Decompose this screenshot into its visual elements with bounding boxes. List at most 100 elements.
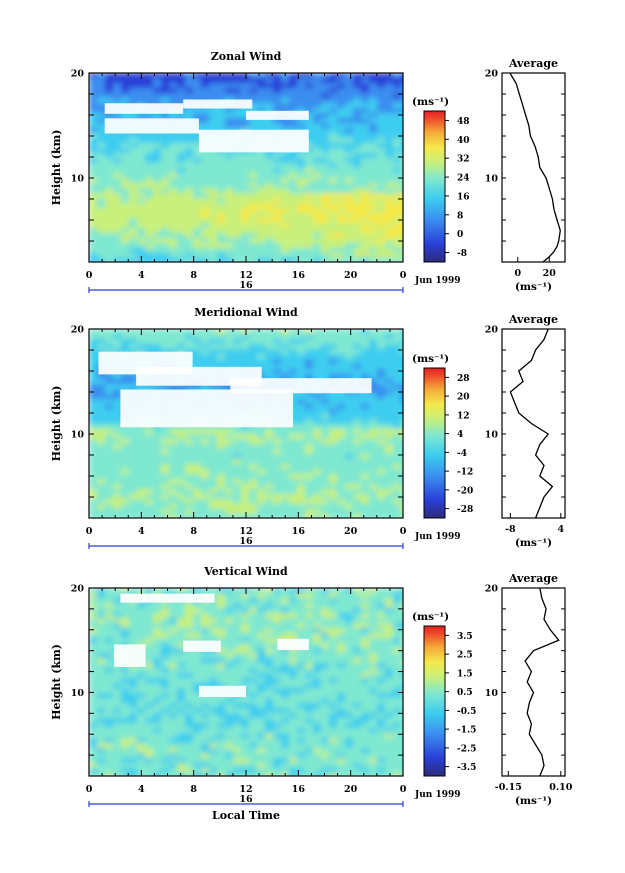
heatmap-cell — [185, 73, 194, 79]
heatmap-cell — [137, 223, 146, 229]
heatmap-cell — [369, 349, 378, 355]
heatmap-cell — [273, 178, 282, 184]
heatmap-cell — [401, 344, 403, 350]
heatmap-cell — [329, 698, 338, 704]
heatmap-cell — [161, 243, 170, 249]
heatmap-cell — [97, 768, 106, 774]
heatmap-cell — [297, 364, 306, 370]
heatmap-cell — [201, 258, 210, 262]
heatmap-cell — [361, 449, 370, 455]
heatmap-cell — [201, 474, 210, 480]
heatmap-cell — [177, 663, 186, 669]
heatmap-cell — [289, 193, 298, 199]
heatmap-cell — [265, 238, 274, 244]
heatmap-cell — [305, 469, 314, 475]
heatmap-cell — [201, 329, 210, 335]
heatmap-cell — [169, 693, 178, 699]
heatmap-cell — [225, 623, 234, 629]
heatmap-cell — [217, 248, 226, 254]
heatmap-cell — [161, 153, 170, 159]
heatmap-cell — [305, 243, 314, 249]
heatmap-cell — [305, 464, 314, 470]
heatmap-cell — [249, 504, 258, 510]
heatmap-cell — [369, 98, 378, 104]
heatmap-cell — [385, 248, 394, 254]
heatmap-cell — [105, 683, 114, 689]
heatmap-cell — [265, 344, 274, 350]
heatmap-cell — [169, 768, 178, 774]
heatmap-cell — [297, 98, 306, 104]
heatmap-cell — [241, 238, 250, 244]
heatmap-cell — [225, 253, 234, 259]
heatmap-cell — [321, 758, 330, 764]
heatmap-cell — [249, 118, 258, 124]
heatmap-cell — [121, 763, 130, 769]
heatmap-cell — [161, 228, 170, 234]
heatmap-cell — [169, 663, 178, 669]
heatmap-cell — [193, 698, 202, 704]
x-tick-label: 0 — [400, 270, 407, 281]
heatmap-cell — [225, 258, 234, 262]
heatmap-cell — [249, 198, 258, 204]
heatmap-cell — [329, 419, 338, 425]
heatmap-cell — [289, 758, 298, 764]
heatmap-cell — [193, 484, 202, 490]
heatmap-cell — [281, 153, 290, 159]
heatmap-cell — [97, 773, 106, 776]
heatmap-cell — [393, 668, 402, 674]
heatmap-cell — [313, 258, 322, 262]
heatmap-cell — [361, 188, 370, 194]
heatmap-cell — [393, 93, 402, 99]
heatmap-cell — [185, 683, 194, 689]
heatmap-cell — [393, 369, 402, 375]
heatmap-cell — [241, 78, 250, 84]
heatmap-cell — [385, 399, 394, 405]
heatmap-cell — [393, 414, 402, 420]
heatmap-cell — [217, 238, 226, 244]
heatmap-cell — [361, 153, 370, 159]
heatmap-cell — [121, 748, 130, 754]
heatmap-cell — [153, 208, 162, 214]
heatmap-cell — [361, 158, 370, 164]
heatmap-cell — [273, 479, 282, 485]
heatmap-cell — [297, 228, 306, 234]
heatmap-cell — [361, 258, 370, 262]
heatmap-cell — [113, 688, 122, 694]
heatmap-cell — [161, 213, 170, 219]
heatmap-cell — [289, 598, 298, 604]
heatmap-cell — [345, 424, 354, 430]
heatmap-cell — [97, 399, 106, 405]
heatmap-cell — [161, 183, 170, 189]
heatmap-cell — [281, 509, 290, 515]
heatmap-cell — [289, 673, 298, 679]
heatmap-cell — [313, 123, 322, 129]
heatmap-cell — [241, 479, 250, 485]
heatmap-cell — [377, 733, 386, 739]
heatmap-cell — [297, 158, 306, 164]
heatmap-cell — [89, 758, 98, 764]
heatmap-cell — [345, 738, 354, 744]
heatmap-cell — [377, 638, 386, 644]
heatmap-cell — [385, 768, 394, 774]
heatmap-cell — [249, 763, 258, 769]
heatmap-cell — [241, 178, 250, 184]
heatmap-cell — [97, 344, 106, 350]
heatmap-cell — [289, 693, 298, 699]
heatmap-cell — [289, 218, 298, 224]
heatmap-cell — [225, 359, 234, 365]
heatmap-cell — [345, 753, 354, 759]
heatmap-cell — [233, 653, 242, 659]
heatmap-cell — [225, 429, 234, 435]
heatmap-cell — [169, 723, 178, 729]
heatmap-cell — [225, 484, 234, 490]
heatmap-cell — [345, 118, 354, 124]
heatmap-cell — [97, 489, 106, 495]
heatmap-cell — [185, 469, 194, 475]
heatmap-cell — [369, 738, 378, 744]
heatmap-cell — [169, 434, 178, 440]
heatmap-cell — [297, 489, 306, 495]
heatmap-cell — [393, 173, 402, 179]
heatmap-cell — [353, 233, 362, 239]
heatmap-cell — [161, 713, 170, 719]
heatmap-cell — [217, 444, 226, 450]
